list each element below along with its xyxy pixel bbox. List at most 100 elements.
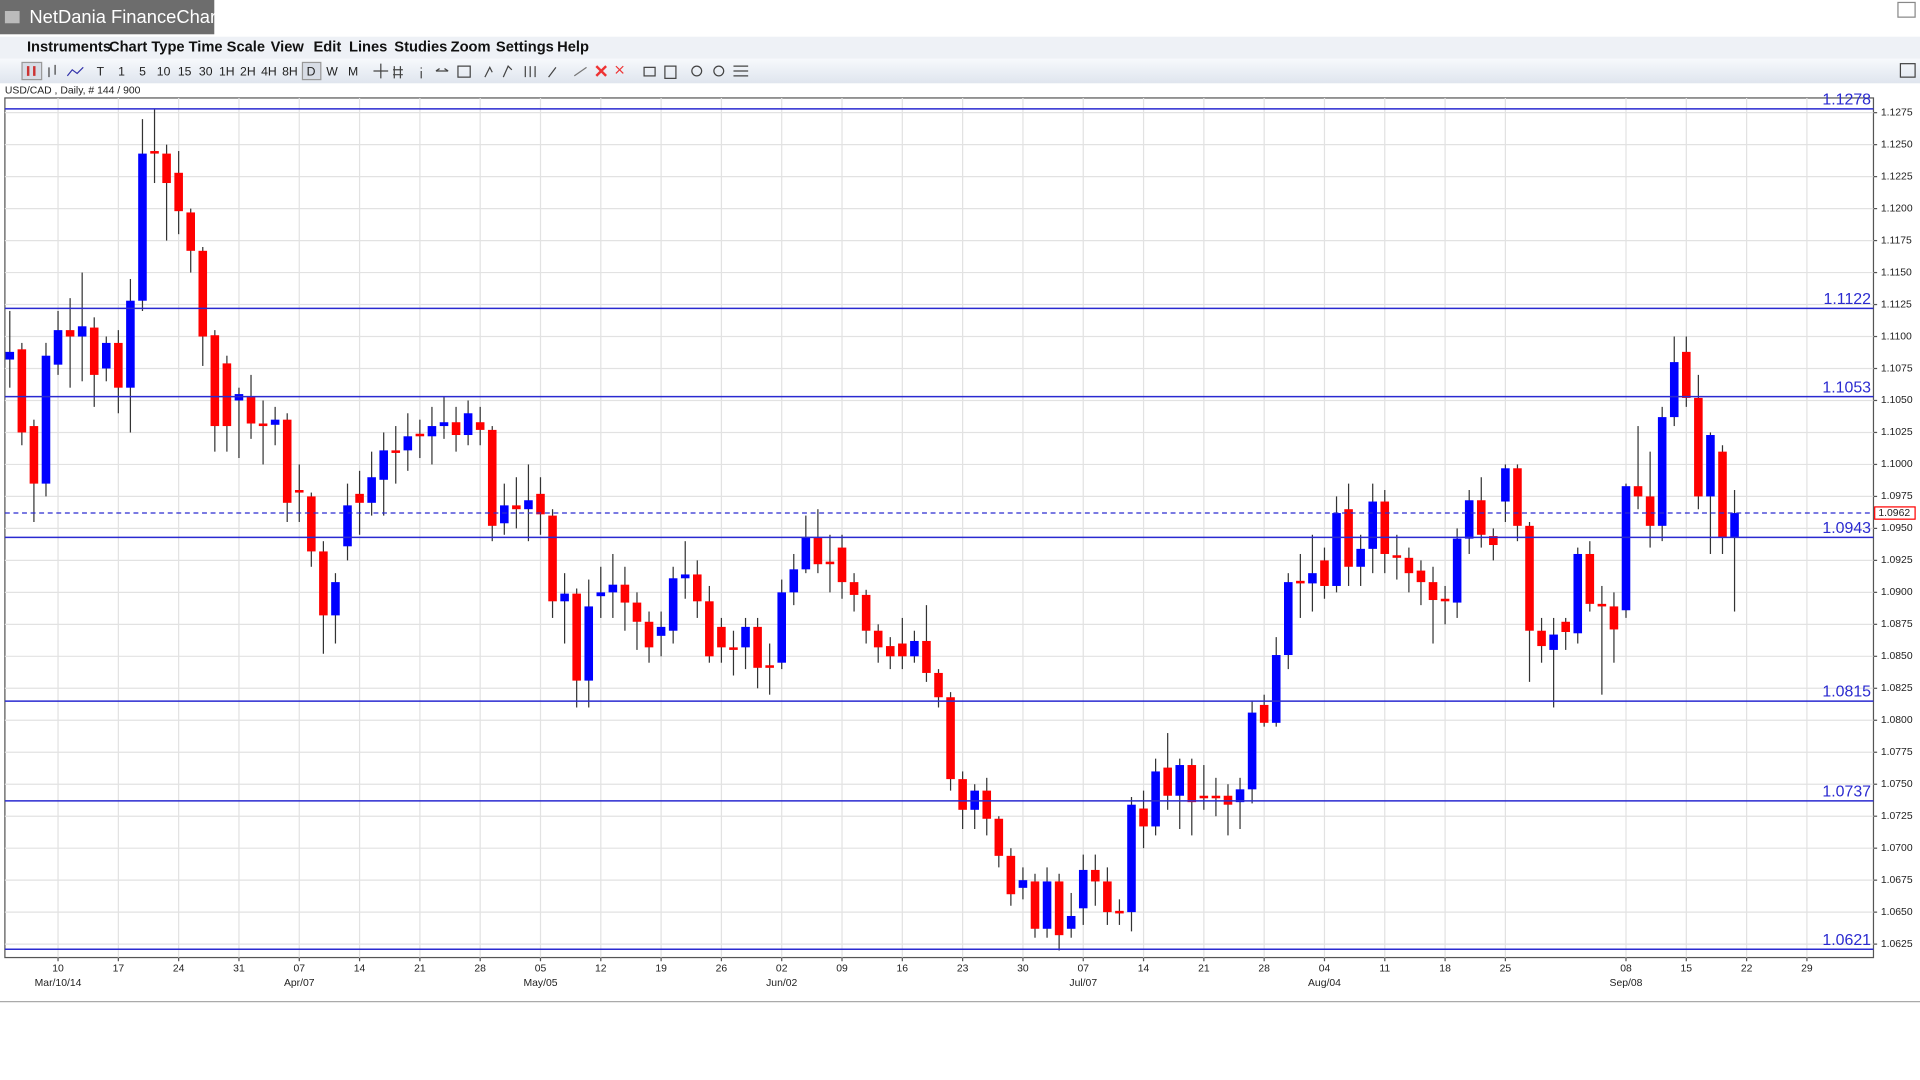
- candle-body: [415, 433, 425, 437]
- tool-icon[interactable]: [573, 66, 587, 77]
- candle-body: [1416, 570, 1426, 583]
- tool-icon[interactable]: [664, 65, 677, 79]
- candle-body: [705, 601, 714, 657]
- timeframe-button[interactable]: 4H: [261, 64, 277, 78]
- candle-body: [379, 450, 388, 480]
- timeframe-button[interactable]: 5: [139, 64, 146, 78]
- tool-icon[interactable]: [615, 65, 624, 74]
- candle-body: [825, 561, 835, 565]
- candle-body: [596, 592, 606, 597]
- timeframe-button[interactable]: M: [348, 64, 358, 78]
- candle-body: [1476, 500, 1486, 535]
- candle-body: [77, 326, 87, 337]
- tool-button[interactable]: [21, 61, 43, 81]
- level-label: 1.0815: [1822, 684, 1871, 701]
- candle-body: [1440, 598, 1450, 602]
- x-tick-label: 30: [1017, 963, 1029, 974]
- x-tick-sublabel: Aug/04: [1308, 978, 1341, 989]
- tool-icon[interactable]: [435, 68, 449, 72]
- window-button[interactable]: [1897, 1, 1916, 18]
- x-tick-label: 02: [776, 963, 788, 974]
- x-tick-label: 29: [1801, 963, 1813, 974]
- candle-body: [584, 606, 594, 681]
- menu-item[interactable]: Settings: [496, 40, 554, 56]
- timeframe-button[interactable]: D: [307, 64, 316, 78]
- menu-item[interactable]: Instruments: [27, 40, 111, 56]
- timeframe-button[interactable]: 15: [178, 64, 192, 78]
- candle-body: [608, 584, 618, 593]
- candle-body: [1380, 501, 1390, 554]
- tool-icon[interactable]: [48, 64, 56, 78]
- menu-item[interactable]: Chart Type: [109, 40, 185, 56]
- candle-body: [536, 493, 545, 515]
- candle-body: [1078, 869, 1088, 909]
- tool-icon[interactable]: [26, 66, 36, 76]
- candle-body: [1187, 765, 1197, 803]
- candle-body: [1489, 536, 1498, 546]
- candle-body: [367, 477, 376, 503]
- timeframe-button[interactable]: 2H: [240, 64, 256, 78]
- menu-item[interactable]: Time Scale: [189, 40, 265, 56]
- last-price-box: [1874, 506, 1916, 520]
- tool-icon[interactable]: [595, 65, 607, 77]
- tool-icon[interactable]: [713, 65, 725, 77]
- candle-body: [319, 551, 328, 616]
- tool-icon[interactable]: [457, 65, 471, 78]
- candle-body: [1657, 417, 1667, 526]
- timeframe-button[interactable]: 10: [157, 64, 171, 78]
- candle-body: [475, 422, 485, 430]
- timeframe-button[interactable]: 1: [118, 64, 125, 78]
- tool-icon[interactable]: [643, 66, 656, 77]
- menu-item[interactable]: Lines: [349, 40, 387, 56]
- tool-icon[interactable]: [484, 65, 557, 78]
- x-tick-label: 24: [173, 963, 185, 974]
- candle-body: [186, 212, 195, 251]
- x-tick-label: 19: [655, 963, 667, 974]
- y-tick-label: 1.1275: [1881, 107, 1913, 118]
- candle-body: [1718, 451, 1727, 538]
- candle-body: [560, 593, 569, 602]
- candle-body: [1428, 582, 1438, 601]
- candle-body: [270, 419, 280, 425]
- candle-body: [548, 515, 557, 602]
- tool-icon[interactable]: [66, 66, 84, 77]
- candle-body: [463, 413, 473, 436]
- menu-item[interactable]: Zoom: [451, 40, 491, 56]
- tool-icon[interactable]: [691, 65, 703, 77]
- tool-icon[interactable]: [1899, 63, 1916, 78]
- candles: [5, 108, 1739, 951]
- timeframe-button[interactable]: 30: [199, 64, 213, 78]
- candle-body: [439, 422, 449, 427]
- candle-body: [1103, 881, 1112, 913]
- menu-item[interactable]: Studies: [394, 40, 447, 56]
- timeframe-button[interactable]: 8H: [282, 64, 298, 78]
- y-tick-label: 1.0950: [1881, 523, 1913, 534]
- candle-body: [1247, 712, 1257, 790]
- menu-item[interactable]: View: [271, 40, 305, 56]
- candle-body: [693, 574, 702, 602]
- y-tick-label: 1.1000: [1881, 459, 1913, 470]
- tool-icon[interactable]: [393, 66, 403, 79]
- y-tick-label: 1.1100: [1881, 331, 1912, 342]
- app-title: NetDania FinanceChart: [29, 6, 221, 27]
- tool-icon[interactable]: [373, 63, 389, 79]
- x-tick-label: 12: [595, 963, 607, 974]
- menu-item[interactable]: Edit: [313, 40, 341, 56]
- y-tick-label: 1.0775: [1881, 747, 1913, 758]
- app-icon: [4, 11, 20, 24]
- tool-icon[interactable]: [733, 65, 749, 77]
- x-tick-label: 11: [1379, 963, 1390, 974]
- candle-body: [210, 335, 220, 427]
- level-label: 1.0621: [1822, 932, 1871, 949]
- timeframe-button[interactable]: T: [97, 64, 105, 78]
- last-price-label: 1.0962: [1878, 508, 1910, 519]
- timeframe-button[interactable]: 1H: [219, 64, 235, 78]
- menu-item[interactable]: Help: [557, 40, 589, 56]
- candle-body: [572, 593, 581, 681]
- tool-button[interactable]: [301, 61, 322, 81]
- timeframe-button[interactable]: W: [326, 64, 338, 78]
- candle-body: [29, 426, 39, 484]
- candle-body: [1392, 555, 1402, 558]
- candle-body: [861, 594, 871, 631]
- x-tick-sublabel: Apr/07: [284, 978, 315, 989]
